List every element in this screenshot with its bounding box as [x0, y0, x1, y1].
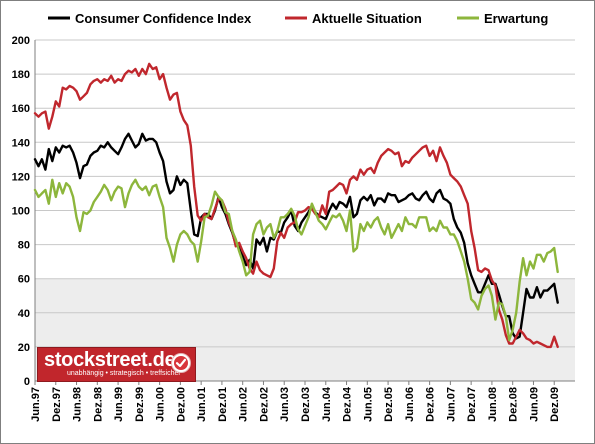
x-axis: Jun.97 Dez.97 Jun.98 Dez.98 Jun.99 Dez.99 Jun.… — [30, 380, 575, 422]
x-tick-label: Jun.06 — [404, 387, 416, 422]
y-tick-label: 100 — [12, 206, 30, 218]
x-tick-label: Jun.01 — [196, 387, 208, 422]
y-tick-label: 200 — [12, 35, 30, 47]
y-axis: 0 20 40 60 80 100 120 140 160 180 200 — [12, 35, 36, 388]
legend-label-2: Erwartung — [484, 11, 548, 26]
x-tick-label: Jun.08 — [487, 387, 499, 422]
x-tick-label: Dez.99 — [134, 387, 146, 422]
x-tick-label: Dez.07 — [466, 387, 478, 422]
y-tick-label: 0 — [24, 376, 30, 388]
x-tick-label: Jun.00 — [155, 387, 167, 422]
y-tick-label: 140 — [12, 137, 30, 149]
x-tick-label: Dez.04 — [342, 386, 354, 422]
x-tick-label: Dez.97 — [51, 387, 63, 422]
legend: Consumer Confidence Index Aktuelle Situat… — [48, 11, 548, 26]
x-tick-label: Jun.03 — [279, 387, 291, 422]
x-tick-label: Jun.98 — [72, 387, 84, 422]
checkmark-icon — [171, 353, 191, 373]
x-tick-label: Jun.07 — [445, 387, 457, 422]
x-tick-label: Jun.97 — [30, 387, 42, 422]
y-tick-label: 80 — [18, 240, 30, 252]
x-tick-label: Dez.08 — [508, 387, 520, 422]
y-tick-label: 120 — [12, 171, 30, 183]
series-lines — [33, 62, 559, 349]
y-tick-label: 160 — [12, 103, 30, 115]
legend-label-1: Aktuelle Situation — [312, 11, 422, 26]
x-tick-label: Jun.09 — [528, 387, 540, 422]
x-tick-label: Jun.04 — [321, 386, 333, 422]
y-tick-label: 20 — [18, 342, 30, 354]
y-tick-label: 40 — [18, 308, 30, 320]
x-tick-label: Dez.01 — [217, 387, 229, 422]
x-tick-label: Dez.00 — [175, 387, 187, 422]
x-tick-label: Dez.98 — [92, 387, 104, 422]
x-tick-label: Jun.99 — [113, 387, 125, 422]
y-tick-label: 60 — [18, 274, 30, 286]
x-tick-label: Dez.02 — [258, 387, 270, 422]
x-tick-label: Dez.03 — [300, 387, 312, 422]
stockstreet-logo: stockstreet.de unabhängig • strategisch … — [37, 347, 196, 382]
series-line-1 — [33, 62, 559, 349]
x-tick-label: Jun.02 — [238, 387, 250, 422]
x-tick-label: Dez.06 — [425, 387, 437, 422]
series-line-2 — [33, 178, 559, 342]
x-tick-label: Dez.05 — [383, 387, 395, 422]
x-tick-label: Dez.09 — [549, 387, 561, 422]
y-tick-label: 180 — [12, 69, 30, 81]
series-line-0 — [33, 132, 559, 340]
legend-label-0: Consumer Confidence Index — [75, 11, 252, 26]
logo-brand-text: stockstreet.de — [44, 349, 176, 371]
x-tick-label: Jun.05 — [362, 387, 374, 422]
logo-tagline: unabhängig • strategisch • treffsicher — [67, 370, 181, 377]
